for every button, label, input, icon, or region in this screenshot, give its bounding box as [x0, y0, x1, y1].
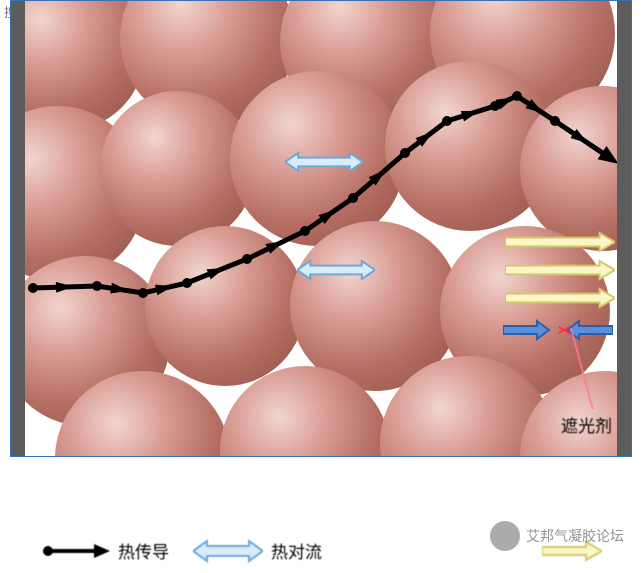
convection-arrow	[297, 259, 375, 281]
legend-conduction-label: 热传导	[118, 538, 169, 563]
watermark-bottom-right: 艾邦气凝胶论坛	[490, 521, 624, 551]
right-wall	[617, 1, 631, 456]
heat-transfer-diagram	[10, 0, 632, 457]
wechat-avatar-icon	[490, 521, 520, 551]
legend-convection-label: 热对流	[271, 538, 322, 563]
convection-icon	[193, 539, 263, 563]
legend-convection: 热对流	[193, 538, 322, 563]
radiation-arrow	[505, 259, 615, 281]
particle-sphere	[145, 226, 305, 386]
convection-arrow	[285, 151, 363, 173]
opacifier-label: 遮光剂	[561, 412, 612, 437]
legend-conduction: 热传导	[40, 538, 169, 563]
watermark-account-name: 艾邦气凝胶论坛	[526, 526, 624, 546]
left-wall	[11, 1, 25, 456]
particle-region	[25, 1, 617, 456]
radiation-arrow	[505, 287, 615, 309]
radiation-arrow	[505, 231, 615, 253]
conduction-icon	[40, 541, 110, 561]
